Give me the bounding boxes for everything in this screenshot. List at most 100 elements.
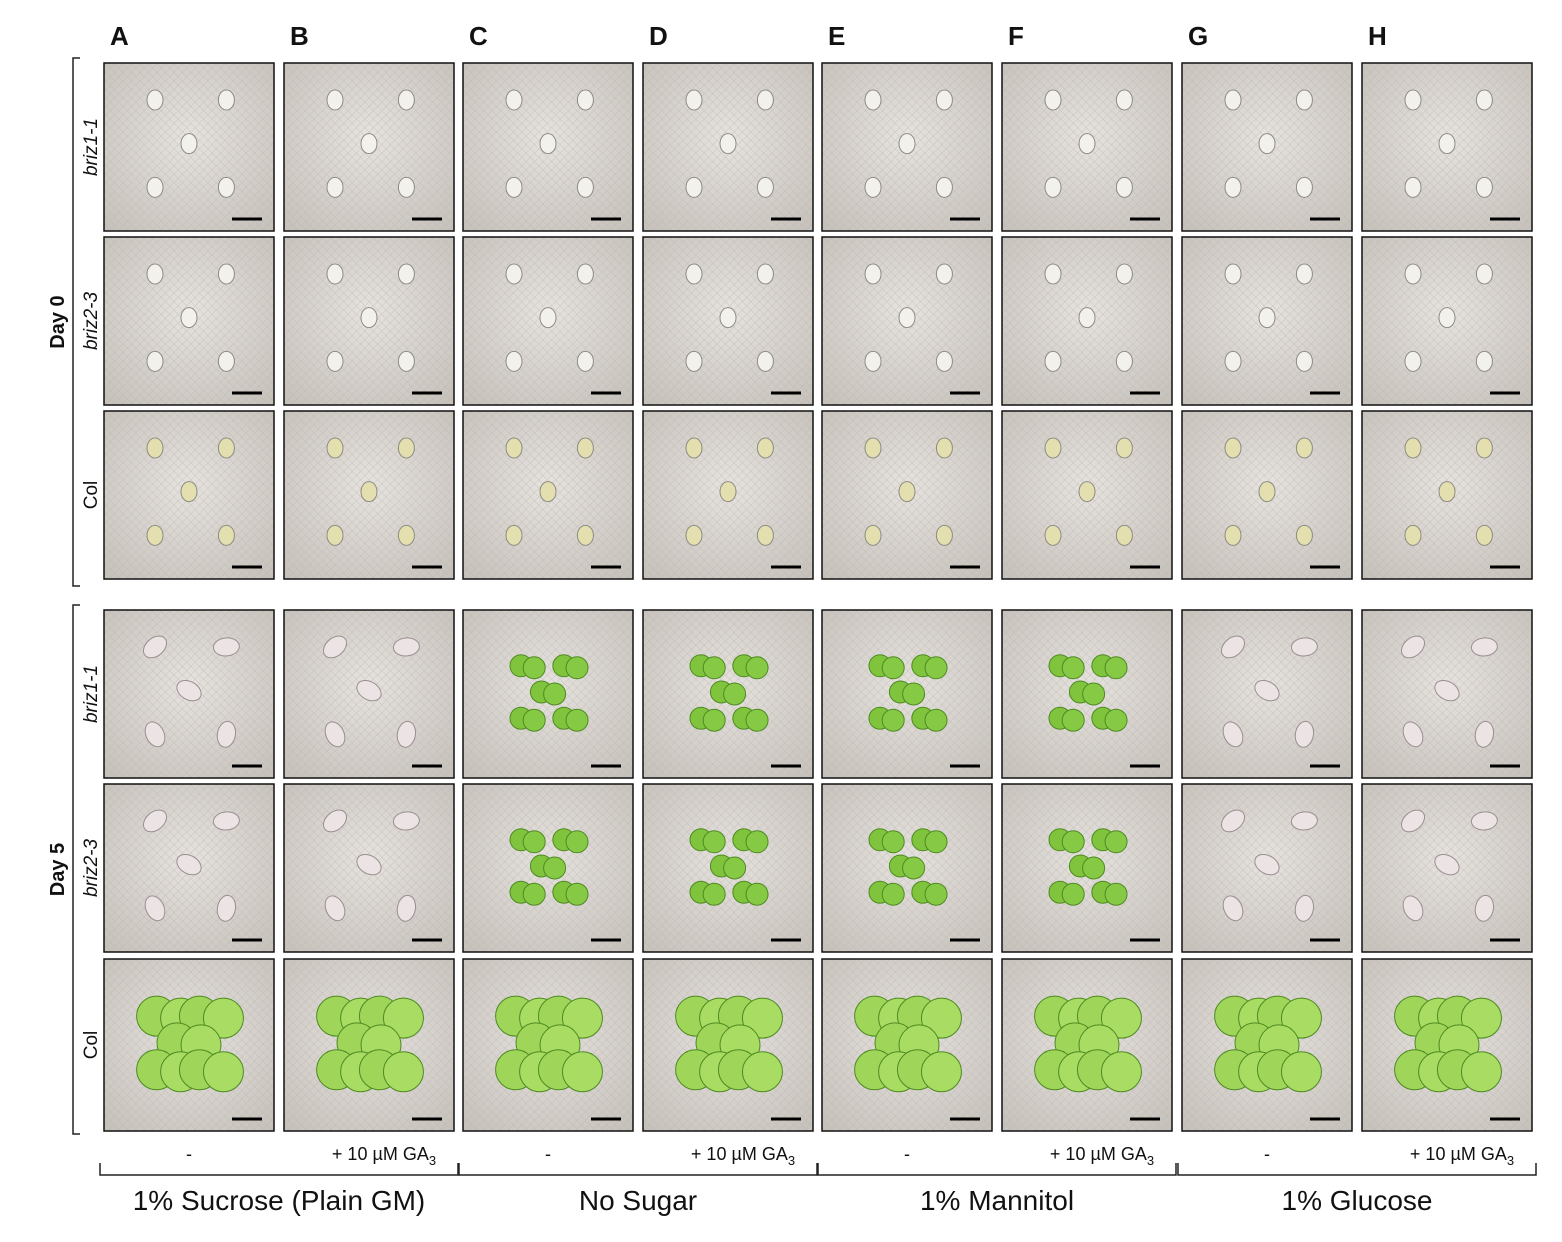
seed <box>864 89 882 111</box>
seed <box>935 263 953 285</box>
seed <box>685 524 703 546</box>
photo-panel <box>821 236 993 406</box>
seed <box>1404 524 1422 546</box>
seed <box>1404 176 1422 198</box>
seedling <box>1082 856 1106 880</box>
panel-border <box>462 783 634 953</box>
photo-panel <box>821 62 993 232</box>
panel-border <box>462 609 634 779</box>
row-label: briz1-1 <box>81 118 102 176</box>
seed <box>1400 809 1426 833</box>
seed <box>397 176 415 198</box>
seed <box>396 720 417 748</box>
seedling <box>1061 882 1085 906</box>
panel-border <box>103 609 275 779</box>
group-bracket <box>817 1163 1177 1176</box>
photo-panel <box>642 410 814 580</box>
photo-panel <box>103 609 275 779</box>
seed <box>1254 853 1280 876</box>
seed <box>1224 263 1242 285</box>
seed <box>1044 350 1062 372</box>
treatment-text: - <box>1264 1144 1270 1164</box>
seed <box>326 350 344 372</box>
treatment-text: - <box>545 1144 551 1164</box>
day-bracket <box>72 57 80 587</box>
seed <box>898 133 916 155</box>
panel-border <box>283 236 455 406</box>
seed <box>1404 263 1422 285</box>
treatment-label: + 10 µM GA3 <box>1050 1144 1154 1168</box>
seed <box>360 307 378 329</box>
photo-panel <box>1181 410 1353 580</box>
photo-panel <box>283 609 455 779</box>
seed <box>1115 350 1133 372</box>
seed <box>1044 176 1062 198</box>
seed <box>180 481 198 503</box>
panel-border <box>462 62 634 232</box>
panel-border <box>821 236 993 406</box>
photo-panel <box>1181 62 1353 232</box>
seedling <box>702 656 726 680</box>
seed <box>576 89 594 111</box>
panel-border <box>1181 236 1353 406</box>
photo-panel <box>1001 609 1173 779</box>
panel-border <box>642 609 814 779</box>
photo-panel <box>821 783 993 953</box>
seedling <box>745 708 769 732</box>
seed <box>576 524 594 546</box>
seed <box>719 481 737 503</box>
photo-panel <box>642 62 814 232</box>
seedling <box>565 656 589 680</box>
seed <box>576 437 594 459</box>
group-bracket <box>458 1163 818 1176</box>
column-letter: D <box>649 21 668 51</box>
panel-border <box>642 62 814 232</box>
seed <box>360 133 378 155</box>
row-label: Col <box>81 481 102 510</box>
seedling <box>1460 1051 1502 1093</box>
photo-panel <box>821 958 993 1132</box>
treatment-text: + 10 µM GA <box>332 1144 429 1164</box>
seed <box>1404 437 1422 459</box>
photo-panel <box>1001 783 1173 953</box>
seed <box>216 894 237 922</box>
seedling <box>902 682 926 706</box>
seed <box>1470 637 1498 657</box>
seedling <box>1104 830 1128 854</box>
photo-panel <box>1001 410 1173 580</box>
seedling <box>902 856 926 880</box>
seed <box>719 307 737 329</box>
seed <box>1258 481 1276 503</box>
column-letter: E <box>828 21 845 51</box>
photo-panel <box>642 783 814 953</box>
seed <box>1220 809 1246 833</box>
seed <box>397 89 415 111</box>
photo-panel <box>642 958 814 1132</box>
photo-panel <box>103 410 275 580</box>
seed <box>144 895 166 922</box>
seedling <box>1104 708 1128 732</box>
photo-panel <box>462 609 634 779</box>
seedling <box>723 856 747 880</box>
photo-panel <box>1181 609 1353 779</box>
seed <box>217 437 235 459</box>
photo-panel <box>1361 236 1533 406</box>
seed <box>1474 894 1495 922</box>
panel-border <box>283 410 455 580</box>
seed <box>216 720 237 748</box>
seedling <box>561 997 603 1039</box>
panel-border <box>1361 62 1533 232</box>
column-letter: F <box>1008 21 1024 51</box>
seedling <box>741 1051 783 1093</box>
seed <box>935 437 953 459</box>
seed <box>1475 350 1493 372</box>
panel-border <box>1001 609 1173 779</box>
column-letter: G <box>1188 21 1208 51</box>
seed <box>756 89 774 111</box>
seed <box>935 350 953 372</box>
photo-panel <box>462 783 634 953</box>
seedling <box>924 882 948 906</box>
seedling <box>1104 882 1128 906</box>
day-label: Day 5 <box>47 843 69 896</box>
